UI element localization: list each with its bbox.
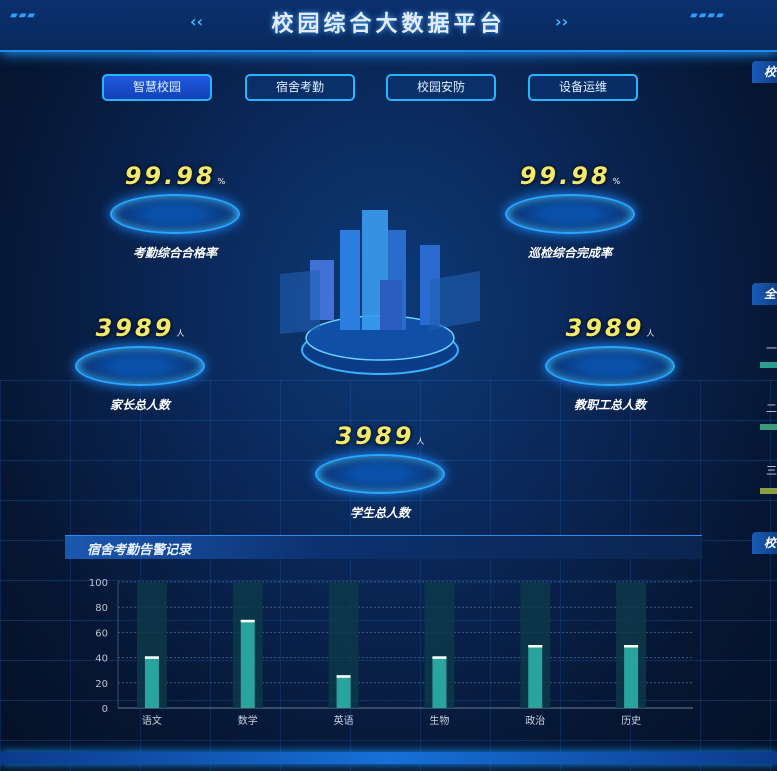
bar-cap: [624, 645, 639, 648]
stat-attendance-rate: 99.98% 考勤综合合格率: [85, 162, 265, 261]
rank-label: 三: [766, 464, 777, 477]
bar-cap: [528, 645, 543, 648]
attendance-alert-bar-chart: 0 20 40 60 80 100 语文 数学 英语 生物 政治 历史: [89, 578, 693, 727]
tab-smart-campus[interactable]: 智慧校园: [102, 74, 212, 101]
stat-unit: 人: [176, 329, 185, 338]
bar: [240, 619, 255, 708]
y-tick-label: 100: [89, 578, 108, 589]
right-panel-header: 校: [752, 61, 777, 83]
stat-inspection-rate: 99.98% 巡检综合完成率: [480, 162, 660, 261]
stat-label: 学生总人数: [349, 506, 410, 520]
disk-pedestal-icon: [505, 194, 635, 234]
bar: [144, 656, 159, 708]
rank-bar: [760, 488, 777, 494]
stat-staff-total: 3989 人 教职工总人数: [520, 314, 700, 413]
stat-parents-total: 3989 人 家长总人数: [50, 314, 230, 413]
x-tick-label: 数学: [238, 714, 258, 727]
bar: [336, 675, 351, 708]
stat-label: 家长总人数: [109, 398, 170, 412]
bottom-bar: [0, 752, 777, 764]
tab-campus-security[interactable]: 校园安防: [386, 74, 496, 101]
rank-label: 二: [766, 402, 777, 415]
x-tick-label: 英语: [334, 714, 354, 727]
chart-panel-title: 宿舍考勤告警记录: [87, 543, 192, 558]
rank-bar: [760, 362, 777, 368]
header-stripe-decoration: ▰▰▰▰: [690, 10, 725, 21]
disk-pedestal-icon: [545, 346, 675, 386]
chart-panel-header: 宿舍考勤告警记录: [65, 535, 702, 559]
disk-pedestal-icon: [75, 346, 205, 386]
rank-bar: [760, 424, 777, 430]
header-bar: ▰▰▰ ‹‹ 校园综合大数据平台 ›› ▰▰▰▰: [0, 0, 777, 52]
stat-unit: %: [217, 177, 226, 186]
y-tick-label: 60: [95, 628, 108, 639]
x-tick-label: 政治: [525, 714, 545, 727]
disk-pedestal-icon: [110, 194, 240, 234]
stat-value: 3989: [335, 422, 415, 450]
y-tick-label: 20: [95, 679, 108, 690]
tab-equipment-maintenance[interactable]: 设备运维: [528, 74, 638, 101]
bar-cap: [240, 619, 255, 623]
right-panel-header: 校: [752, 532, 777, 554]
tab-dorm-attendance[interactable]: 宿舍考勤: [245, 74, 355, 101]
stat-label: 巡检综合完成率: [527, 246, 612, 260]
page-title: 校园综合大数据平台: [271, 12, 506, 37]
stat-unit: 人: [416, 437, 425, 446]
chevron-left-icon: ‹‹: [190, 12, 204, 31]
chevron-right-icon: ››: [555, 12, 569, 31]
bar: [528, 645, 543, 708]
stat-unit: 人: [646, 329, 655, 338]
y-tick-label: 40: [95, 654, 108, 665]
stat-value: 3989: [95, 314, 175, 342]
y-tick-label: 0: [102, 704, 108, 715]
bar-cap: [144, 656, 159, 659]
bar-cap: [432, 656, 447, 659]
stat-value: 99.98: [124, 162, 216, 190]
disk-pedestal-icon: [315, 454, 445, 494]
stat-students-total: 3989 人 学生总人数: [290, 422, 470, 521]
stat-label: 考勤综合合格率: [132, 246, 217, 260]
campus-3d-illustration: [280, 210, 480, 375]
stat-value: 99.98: [519, 162, 611, 190]
x-tick-label: 历史: [621, 715, 641, 727]
stat-value: 3989: [565, 314, 645, 342]
bar: [432, 656, 447, 708]
background-grid: [0, 380, 777, 771]
stat-unit: %: [612, 177, 621, 186]
y-tick-label: 80: [95, 603, 108, 614]
header-stripe-decoration: ▰▰▰: [10, 10, 37, 21]
right-panel-header: 全: [752, 283, 777, 305]
x-tick-label: 生物: [429, 714, 449, 727]
rank-label: 一: [766, 342, 777, 355]
stat-label: 教职工总人数: [573, 398, 646, 412]
bar-cap: [336, 675, 351, 678]
x-tick-label: 语文: [142, 714, 162, 727]
bar: [624, 645, 639, 708]
